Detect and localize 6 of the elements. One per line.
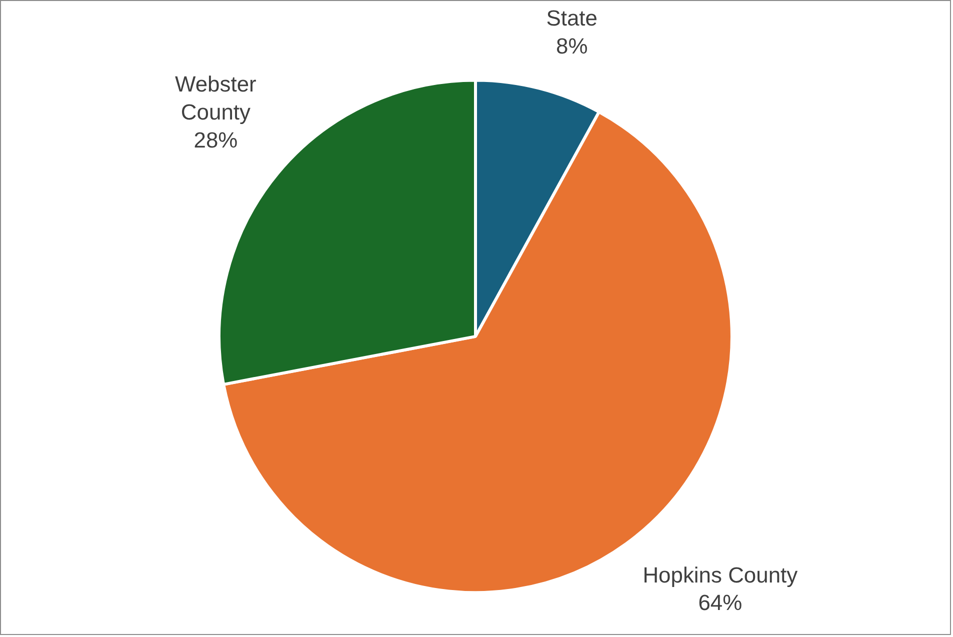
slice-label: Hopkins County <box>642 562 798 588</box>
data-label: 64% <box>698 590 742 616</box>
data-label: 8% <box>556 33 588 58</box>
data-label: 28% <box>194 127 238 152</box>
slice-label: State <box>546 5 598 30</box>
slice-label: Webster County <box>175 72 256 125</box>
